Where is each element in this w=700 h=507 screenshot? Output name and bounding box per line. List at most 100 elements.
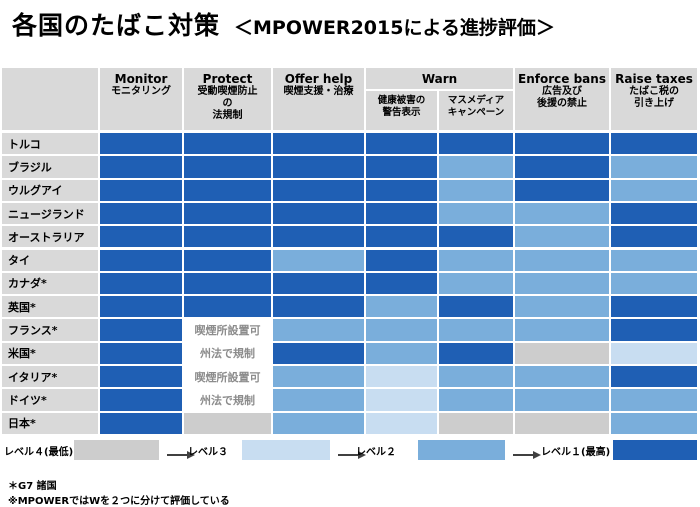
level-cell — [100, 412, 182, 434]
level-cell — [366, 389, 437, 411]
level-cell — [515, 412, 609, 434]
level-cell — [100, 156, 182, 178]
level-cell — [515, 366, 609, 388]
level-cell — [439, 296, 513, 318]
level-cell — [366, 133, 437, 155]
level-cell — [100, 272, 182, 295]
level-cell — [439, 366, 513, 388]
header-monitor-en: Monitor — [114, 72, 168, 86]
level-cell — [366, 226, 437, 248]
country-label: オーストラリア — [2, 226, 98, 248]
level-cell — [366, 249, 437, 271]
legend-label: レベル４(最低) — [4, 447, 74, 458]
header-protect-jp-line-1: 受動喫煙防止 — [197, 86, 258, 97]
level-cell — [611, 319, 697, 341]
level-cell — [273, 179, 364, 201]
page-title: 各国のたばこ対策 — [12, 11, 221, 40]
level-cell — [100, 319, 182, 341]
level-cell — [515, 342, 609, 364]
cell-note: 喫煙所設置可 — [184, 319, 271, 341]
header-monitor: Monitor モニタリング — [100, 68, 182, 130]
level-cell — [184, 133, 271, 155]
legend-swatch — [418, 440, 505, 460]
legend-label: レベル２ — [356, 447, 396, 458]
country-label: ドイツ* — [2, 389, 98, 411]
level-cell — [611, 249, 697, 271]
header-warn: Warn — [366, 68, 513, 89]
footnote-g7: ＊G7 諸国 — [8, 481, 57, 492]
level-cell — [515, 156, 609, 178]
country-label: フランス* — [2, 319, 98, 341]
level-cell — [184, 412, 271, 434]
level-cell — [184, 249, 271, 271]
country-label: カナダ* — [2, 272, 98, 295]
level-cell — [439, 133, 513, 155]
header-corner — [2, 68, 98, 130]
footnote-mpower: ※MPOWERではWを２つに分けて評価している — [8, 496, 230, 507]
header-warn-sub-2-line-2: キャンペーン — [447, 107, 505, 118]
level-cell — [515, 319, 609, 341]
level-cell — [611, 412, 697, 434]
header-warn-en: Warn — [421, 72, 458, 86]
header-offer-help: Offer help 喫煙支援・治療 — [273, 68, 364, 130]
level-cell — [184, 296, 271, 318]
level-cell — [366, 366, 437, 388]
level-cell — [515, 389, 609, 411]
header-raise-taxes-en: Raise taxes — [615, 72, 693, 86]
header-raise-taxes-jp-line-1: たばこ税の — [629, 86, 679, 97]
level-cell — [184, 272, 271, 295]
legend-swatch — [74, 440, 159, 460]
level-cell — [366, 296, 437, 318]
country-label: ウルグアイ — [2, 179, 98, 201]
level-cell — [439, 319, 513, 341]
cell-note: 喫煙所設置可 — [184, 366, 271, 388]
arrow-right-icon — [513, 445, 541, 459]
level-cell — [611, 226, 697, 248]
level-cell — [515, 179, 609, 201]
level-cell — [439, 249, 513, 271]
legend-label: レベル１(最高) — [541, 447, 611, 458]
level-cell — [273, 272, 364, 295]
level-cell — [611, 272, 697, 295]
level-cell — [273, 296, 364, 318]
level-cell — [366, 179, 437, 201]
level-cell — [515, 249, 609, 271]
level-cell — [611, 179, 697, 201]
level-cell — [100, 249, 182, 271]
header-warn-sub-2: マスメディア キャンペーン — [439, 91, 513, 130]
level-cell — [439, 156, 513, 178]
level-cell — [611, 202, 697, 225]
cell-note: 州法で規制 — [184, 389, 271, 411]
country-label: トルコ — [2, 133, 98, 155]
country-label: イタリア* — [2, 366, 98, 388]
legend-swatch — [242, 440, 330, 460]
header-raise-taxes: Raise taxes たばこ税の 引き上げ — [611, 68, 697, 130]
level-cell — [611, 342, 697, 364]
header-offer-help-en: Offer help — [284, 72, 353, 86]
level-cell — [273, 412, 364, 434]
level-cell — [439, 202, 513, 225]
country-label: 日本* — [2, 412, 98, 434]
level-cell — [515, 272, 609, 295]
level-cell — [184, 156, 271, 178]
country-label: 米国* — [2, 342, 98, 364]
level-cell — [611, 389, 697, 411]
level-cell — [366, 412, 437, 434]
level-cell — [611, 296, 697, 318]
country-label: タイ — [2, 249, 98, 271]
level-cell — [515, 202, 609, 225]
arrow-right-icon — [338, 445, 366, 459]
country-label: ニュージランド — [2, 202, 98, 225]
header-enforce-bans: Enforce bans 広告及び 後援の禁止 — [515, 68, 609, 130]
level-cell — [439, 389, 513, 411]
header-offer-help-jp-line-1: 喫煙支援・治療 — [283, 86, 354, 97]
level-cell — [273, 249, 364, 271]
level-cell — [366, 202, 437, 225]
header-warn-sub-1-line-1: 健康被害の — [377, 95, 426, 106]
level-cell — [184, 179, 271, 201]
level-cell — [100, 296, 182, 318]
level-cell — [184, 202, 271, 225]
level-cell — [366, 156, 437, 178]
country-label: 英国* — [2, 296, 98, 318]
level-cell — [100, 202, 182, 225]
